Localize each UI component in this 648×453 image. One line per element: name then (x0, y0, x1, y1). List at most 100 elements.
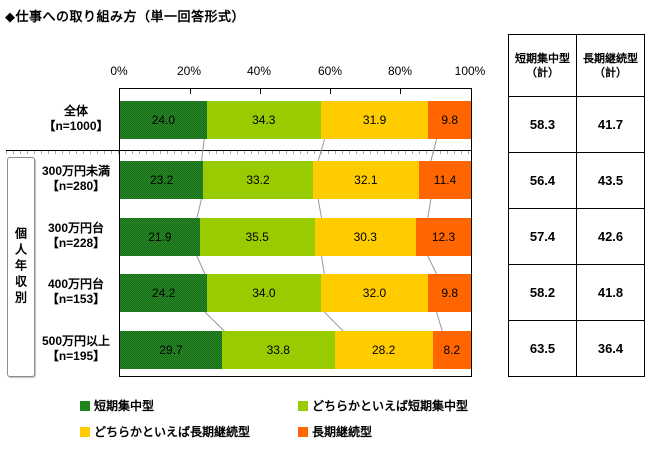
bar-segment-3: 12.3 (415, 218, 472, 256)
axis-tick-label: 0% (110, 64, 128, 78)
segment-value-label: 9.8 (441, 286, 459, 300)
axis-tick-label: 40% (246, 64, 272, 78)
segment-value-label: 30.3 (353, 230, 377, 244)
summary-value: 42.6 (576, 208, 645, 265)
group-label: 個人年収別 (13, 227, 28, 307)
legend-color-swatch (298, 400, 308, 411)
row-label-2: 300万円台 【n=228】 (36, 217, 116, 255)
legend-item-1: どちらかといえば短期集中型 (298, 397, 468, 414)
summary-value: 58.3 (508, 96, 577, 153)
segment-value-label: 28.2 (371, 343, 396, 357)
bar-row-3: 24.2 34.0 32.0 9.8 (120, 274, 471, 312)
legend-color-swatch (80, 400, 90, 411)
row-label-name: 300万円未満 (41, 164, 111, 178)
bar-segment-1: 35.5 (199, 218, 315, 256)
segment-value-label: 34.0 (252, 286, 276, 300)
summary-value: 56.4 (508, 152, 577, 209)
legend-label: どちらかといえば短期集中型 (312, 399, 469, 413)
summary-value: 36.4 (576, 320, 645, 377)
legend-label: どちらかといえば長期継続型 (94, 425, 251, 439)
bar-segment-3: 9.8 (428, 274, 471, 312)
summary-header-text: 短期集中型 (515, 52, 570, 65)
row-label-n: 【n=195】 (46, 349, 106, 363)
bar-row-1: 23.2 33.2 32.1 11.4 (120, 161, 471, 199)
group-separator-ticks (6, 151, 471, 154)
summary-row-1: 56.4 43.5 (508, 152, 645, 209)
axis-tick-mark (400, 89, 402, 94)
summary-row-4: 63.5 36.4 (508, 320, 645, 377)
axis-tick-mark (189, 89, 191, 94)
axis-tick-mark (330, 89, 332, 94)
summary-value: 43.5 (576, 152, 645, 209)
bar-segment-0: 24.2 (120, 274, 208, 312)
row-label-4: 500万円以上 【n=195】 (36, 330, 116, 368)
summary-value: 58.2 (508, 264, 577, 321)
segment-value-label: 33.2 (246, 173, 270, 187)
bar-row-2: 21.9 35.5 30.3 12.3 (120, 218, 472, 256)
row-label-name: 全体 (63, 104, 88, 118)
segment-value-label: 24.0 (151, 113, 176, 127)
summary-header-text: 長期継続型 (583, 52, 638, 65)
bar-segment-1: 33.2 (203, 161, 313, 199)
bar-row-0: 24.0 34.3 31.9 9.8 (120, 101, 471, 139)
summary-header-long-term: 長期継続型 （計） (576, 34, 645, 97)
group-separator-line (6, 150, 471, 151)
segment-value-label: 32.0 (362, 286, 387, 300)
summary-header-row: 短期集中型 （計） 長期継続型 （計） (508, 34, 645, 97)
bar-segment-2: 30.3 (314, 218, 416, 256)
segment-value-label: 21.9 (148, 230, 172, 244)
legend-item-3: 長期継続型 (298, 423, 372, 440)
segment-value-label: 34.3 (252, 113, 276, 127)
row-label-name: 300万円台 (47, 221, 105, 235)
legend: 短期集中型 どちらかといえば短期集中型どちらかといえば長期継続型 長期継続型 (0, 393, 648, 453)
row-label-name: 400万円台 (47, 277, 105, 291)
bar-segment-0: 29.7 (120, 331, 222, 369)
summary-value: 57.4 (508, 208, 577, 265)
bar-segment-2: 28.2 (334, 331, 433, 369)
segment-value-label: 33.8 (266, 343, 290, 357)
segment-value-label: 12.3 (431, 230, 456, 244)
segment-value-label: 32.1 (354, 173, 378, 187)
row-label-3: 400万円台 【n=153】 (36, 273, 116, 311)
bar-segment-2: 31.9 (320, 101, 429, 139)
legend-color-swatch (80, 426, 90, 437)
summary-row-3: 58.2 41.8 (508, 264, 645, 321)
row-label-1: 300万円未満 【n=280】 (36, 160, 116, 198)
row-labels: 全体 【n=1000】 300万円未満 【n=280】 300万円台 【n=228】 400… (36, 88, 116, 375)
plot-area: 24.0 34.3 31.9 9.8 23.2 33.2 32.1 11.4 21.9 35.5 3… (6, 88, 472, 377)
row-label-n: 【n=1000】 (43, 119, 109, 133)
axis-tick-mark (259, 89, 261, 94)
bar-segment-2: 32.1 (312, 161, 420, 199)
bar-segment-3: 8.2 (432, 331, 472, 369)
page-title: ◆仕事への取り組み方（単一回答形式） (5, 9, 245, 24)
row-label-n: 【n=280】 (46, 179, 106, 193)
bar-segment-3: 11.4 (419, 161, 471, 199)
summary-table-body: 58.3 41.7 56.4 43.5 57.4 42.6 58.2 41.8 63.5 36.4 (508, 96, 645, 377)
summary-row-0: 58.3 41.7 (508, 96, 645, 153)
summary-value: 63.5 (508, 320, 577, 377)
bar-segment-1: 34.0 (207, 274, 321, 312)
segment-value-label: 11.4 (433, 173, 457, 187)
bar-segment-0: 21.9 (120, 218, 200, 256)
segment-value-label: 31.9 (362, 113, 387, 127)
summary-table-head: 短期集中型 （計） 長期継続型 （計） (508, 34, 645, 97)
legend-item-0: 短期集中型 (80, 397, 154, 414)
segment-value-label: 23.2 (150, 173, 174, 187)
bar-segment-3: 9.8 (428, 101, 471, 139)
segment-value-label: 29.7 (159, 343, 183, 357)
axis-tick-label: 80% (387, 64, 413, 78)
segment-value-label: 9.8 (441, 113, 459, 127)
summary-header-suffix: （計） (526, 66, 559, 79)
axis-tick-label: 20% (176, 64, 202, 78)
group-label-box: 個人年収別 (7, 157, 35, 377)
bar-segment-1: 33.8 (221, 331, 335, 369)
legend-label: 短期集中型 (94, 399, 155, 413)
summary-header-short-term: 短期集中型 （計） (508, 34, 577, 97)
summary-row-2: 57.4 42.6 (508, 208, 645, 265)
segment-value-label: 8.2 (443, 343, 461, 357)
legend-item-2: どちらかといえば長期継続型 (80, 423, 250, 440)
row-label-0: 全体 【n=1000】 (36, 100, 116, 138)
summary-header-suffix: （計） (594, 66, 627, 79)
axis-tick-label: 60% (317, 64, 343, 78)
